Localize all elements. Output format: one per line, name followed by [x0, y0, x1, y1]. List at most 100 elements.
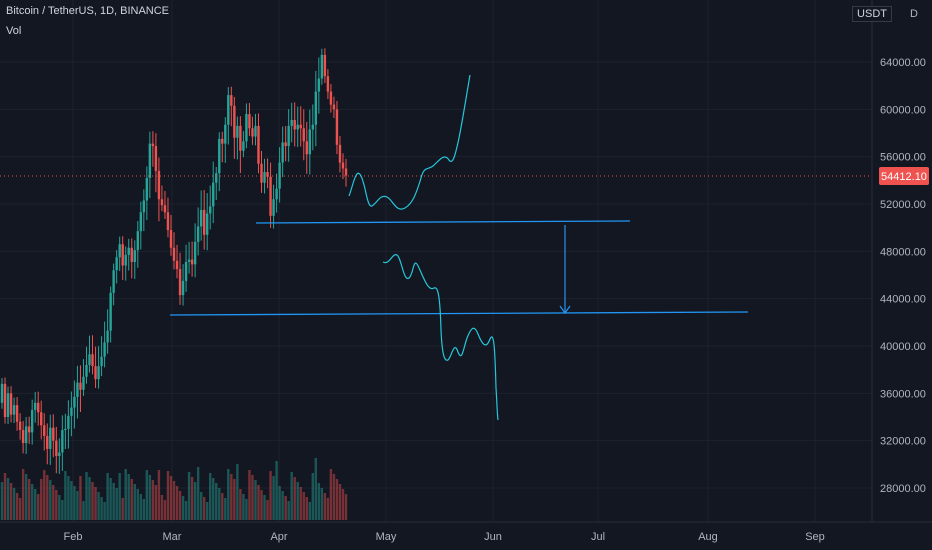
bearish-projection-path[interactable]	[382, 254, 499, 421]
candle-body	[52, 427, 55, 441]
support-line-upper[interactable]	[255, 220, 631, 224]
candle-body	[317, 78, 321, 92]
candle-body	[145, 177, 149, 201]
candle-body	[299, 124, 302, 129]
bullish-projection-path[interactable]	[348, 74, 471, 210]
price-tick-label: 64000.00	[880, 57, 926, 69]
candle-body	[76, 382, 79, 397]
candle-body	[236, 125, 239, 138]
candle-body	[202, 209, 206, 235]
candle-body	[344, 168, 348, 176]
volume-bar	[263, 495, 266, 520]
candle-body	[166, 212, 170, 231]
candle-body	[109, 292, 112, 331]
candle-body	[100, 356, 103, 367]
support-line-lower[interactable]	[169, 311, 749, 316]
volume-bar	[43, 470, 46, 520]
volume-bar	[272, 476, 275, 520]
time-tick-label: Jun	[484, 531, 502, 543]
candle-body	[124, 254, 127, 266]
current-price-badge	[879, 167, 929, 185]
volume-bar	[9, 483, 13, 520]
volume-bar	[199, 492, 203, 520]
volume-bar	[100, 497, 103, 520]
candle-body	[64, 428, 67, 431]
candle-body	[136, 231, 139, 251]
candle-body	[227, 95, 230, 125]
candle-body	[46, 435, 49, 449]
candle-body	[260, 163, 263, 183]
candle-body	[148, 143, 152, 178]
volume-bar	[142, 499, 146, 520]
price-tick-label: 48000.00	[880, 246, 926, 258]
time-axis-labels: Feb Mar Apr May Jun Jul Aug Sep	[64, 531, 825, 543]
time-tick-label: May	[376, 531, 397, 543]
price-tick-label: 52000.00	[880, 199, 926, 211]
volume-bar	[136, 489, 139, 520]
volume-bar	[314, 458, 318, 520]
candle-body	[37, 402, 40, 413]
volume-bar	[335, 479, 339, 520]
volume-bar	[187, 472, 191, 520]
volume-bar	[275, 461, 278, 520]
candle-body	[218, 138, 221, 174]
candle-body	[58, 452, 61, 457]
candle-body	[326, 76, 330, 92]
volume-bar	[260, 490, 263, 520]
candle-body	[251, 128, 254, 137]
currency-unit-button[interactable]: USDT	[852, 6, 892, 22]
volume-bar	[124, 469, 127, 520]
volume-bar	[157, 470, 161, 520]
candle-body	[130, 247, 133, 262]
volume-bar	[58, 495, 61, 520]
volume-bar	[290, 472, 293, 520]
time-tick-label: Sep	[805, 531, 825, 543]
candle-body	[284, 142, 287, 147]
candle-body	[305, 141, 308, 155]
volume-bar	[329, 469, 333, 520]
time-tick-label: Feb	[64, 531, 83, 543]
volume-bar	[73, 486, 76, 520]
symbol-title[interactable]: Bitcoin / TetherUS, 1D, BINANCE	[6, 5, 170, 17]
price-tick-label: 28000.00	[880, 483, 926, 495]
volume-bar	[332, 474, 336, 520]
volume-bars	[0, 458, 348, 520]
volume-bar	[37, 494, 40, 520]
scale-mode-label[interactable]: D	[910, 8, 918, 20]
volume-bar	[221, 493, 224, 520]
volume-bar	[67, 476, 70, 520]
candle-body	[196, 226, 200, 242]
volume-bar	[248, 470, 251, 520]
candle-body	[40, 412, 43, 426]
candle-body	[49, 427, 52, 449]
candle-body	[169, 230, 173, 248]
candle-body	[82, 376, 85, 390]
candle-body	[172, 247, 176, 261]
price-tick-label: 40000.00	[880, 341, 926, 353]
candle-body	[205, 213, 209, 235]
candlesticks	[0, 48, 348, 474]
candle-body	[103, 342, 106, 357]
volume-bar	[85, 472, 88, 520]
candle-body	[9, 393, 13, 415]
candle-body	[314, 91, 318, 125]
volume-bar	[106, 473, 109, 520]
volume-bar	[202, 497, 206, 520]
volume-bar	[151, 480, 155, 520]
candle-body	[254, 125, 257, 137]
candle-body	[85, 364, 88, 377]
volume-bar	[121, 498, 124, 520]
volume-indicator-label[interactable]: Vol	[6, 25, 22, 37]
candle-body	[0, 383, 4, 403]
candle-body	[33, 402, 37, 410]
volume-bar	[55, 490, 58, 520]
volume-bar	[70, 481, 73, 520]
volume-bar	[224, 498, 227, 520]
volume-bar	[112, 483, 115, 520]
candle-body	[91, 354, 94, 367]
candle-body	[160, 199, 164, 206]
candle-body	[242, 141, 245, 151]
candle-body	[30, 409, 34, 433]
